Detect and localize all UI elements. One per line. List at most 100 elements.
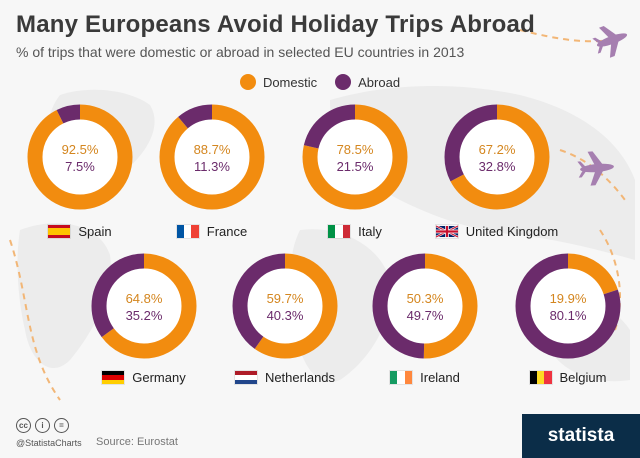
chart-subtitle: % of trips that were domestic or abroad … [16,44,465,60]
donut-center [523,261,613,351]
flag-netherlands-icon [234,371,257,384]
nd-icon: = [54,418,69,433]
chart-legend: Domestic Abroad [0,74,640,90]
country-name: Ireland [420,370,460,385]
country-name: France [206,224,248,239]
domestic-value-label: 64.8% [125,291,163,306]
domestic-value-label: 59.7% [266,291,304,306]
country-label-spain: Spain [48,224,112,239]
by-icon: i [35,418,50,433]
abroad-slice [159,104,265,210]
country-label-germany: Germany [102,370,186,385]
domestic-value-label: 19.9% [549,291,587,306]
country-name: United Kingdom [465,224,559,239]
abroad-value-label: 7.5% [65,159,95,174]
abroad-value-label: 49.7% [406,308,444,323]
country-label-netherlands: Netherlands [234,370,336,385]
country-label-italy: Italy [328,224,382,239]
abroad-slice [302,104,408,210]
abroad-slice [232,253,338,359]
donut-center [452,112,542,202]
donut-chart-germany: 64.8% 35.2% [91,253,197,359]
donut-value-labels: 92.5% 7.5% [27,141,133,175]
country-label-france: France [176,224,248,239]
domestic-value-label: 88.7% [193,142,231,157]
donut-svg [232,253,338,359]
donut-value-labels: 50.3% 49.7% [372,290,478,324]
abroad-value-label: 80.1% [549,308,587,323]
country-label-belgium: Belgium [529,370,607,385]
donut-svg [91,253,197,359]
donut-center [99,261,189,351]
donut-svg [515,253,621,359]
donut-chart-italy: 78.5% 21.5% [302,104,408,210]
donut-svg [302,104,408,210]
legend-swatch-domestic [239,74,256,90]
abroad-value-label: 11.3% [194,159,230,174]
country-name: Spain [78,224,112,239]
donut-value-labels: 59.7% 40.3% [232,290,338,324]
abroad-slice [444,104,550,210]
airplane-icon [577,151,614,186]
flag-uk-icon [435,225,458,238]
airplane-icon [592,25,628,58]
donut-chart-ireland: 50.3% 49.7% [372,253,478,359]
donut-center [310,112,400,202]
abroad-slice [515,253,621,359]
donut-chart-france: 88.7% 11.3% [159,104,265,210]
donut-chart-spain: 92.5% 7.5% [27,104,133,210]
flag-spain-icon [48,225,71,238]
statista-logo[interactable]: statista [522,414,640,458]
abroad-value-label: 21.5% [336,159,374,174]
abroad-value-label: 35.2% [125,308,163,323]
footer: cc i = @StatistaCharts Source: Eurostat … [0,410,640,458]
flag-belgium-icon [529,371,552,384]
donut-value-labels: 67.2% 32.8% [444,141,550,175]
donut-svg [372,253,478,359]
donut-value-labels: 19.9% 80.1% [515,290,621,324]
legend-label-domestic: Domestic [262,74,318,90]
flag-france-icon [176,225,199,238]
abroad-value-label: 32.8% [478,159,516,174]
donut-value-labels: 64.8% 35.2% [91,290,197,324]
country-label-uk: United Kingdom [435,224,559,239]
country-name: Belgium [559,370,607,385]
donut-svg [159,104,265,210]
source-note: Source: Eurostat [96,436,178,448]
flag-italy-icon [328,225,351,238]
donut-center [167,112,257,202]
flag-ireland-icon [390,371,413,384]
donut-chart-netherlands: 59.7% 40.3% [232,253,338,359]
donut-svg [27,104,133,210]
donut-value-labels: 78.5% 21.5% [302,141,408,175]
license-icons: cc i = [16,418,69,433]
country-label-ireland: Ireland [390,370,460,385]
abroad-slice [372,253,478,359]
abroad-value-label: 40.3% [266,308,304,323]
abroad-slice [27,104,133,210]
donut-svg [444,104,550,210]
donut-center [35,112,125,202]
legend-item-abroad: Abroad [335,74,400,90]
donut-chart-uk: 67.2% 32.8% [444,104,550,210]
country-name: Italy [358,224,382,239]
flag-germany-icon [102,371,125,384]
domestic-value-label: 50.3% [406,291,444,306]
social-handle: @StatistaCharts [16,438,82,448]
chart-title: Many Europeans Avoid Holiday Trips Abroa… [16,11,535,38]
legend-swatch-abroad [335,74,352,90]
domestic-value-label: 92.5% [61,142,99,157]
donut-center [380,261,470,351]
legend-item-domestic: Domestic [239,74,318,90]
donut-value-labels: 88.7% 11.3% [159,141,265,175]
domestic-value-label: 67.2% [478,142,516,157]
domestic-value-label: 78.5% [336,142,374,157]
legend-label-abroad: Abroad [358,74,401,90]
country-name: Netherlands [264,370,336,385]
cc-icon: cc [16,418,31,433]
donut-chart-belgium: 19.9% 80.1% [515,253,621,359]
country-name: Germany [132,370,186,385]
donut-center [240,261,330,351]
abroad-slice [91,253,197,359]
